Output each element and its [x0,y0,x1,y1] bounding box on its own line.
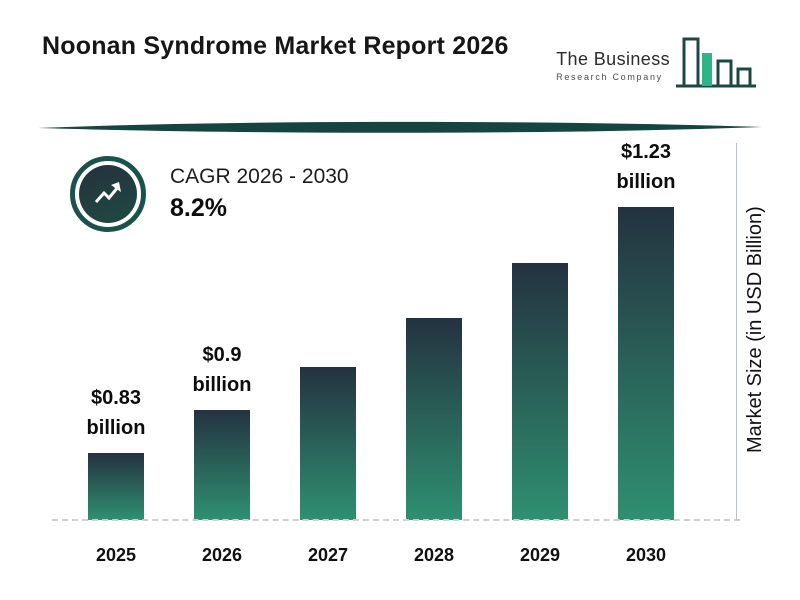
x-axis-label-2026: 2026 [201,545,243,565]
growth-trend-icon [70,156,146,232]
bar-2030 [618,207,674,520]
bar-column-2030: $1.23 billion 2030 [617,140,676,565]
logo-barchart-icon [676,37,756,88]
cagr-text: CAGR 2026 - 2030 8.2% [170,165,349,223]
divider-line [38,121,762,133]
x-axis-label-2025: 2025 [95,545,137,565]
x-axis-label-2030: 2030 [625,545,667,565]
x-axis-label-2028: 2028 [413,545,455,565]
bar-column-2025: $0.83 billion 2025 [87,140,146,565]
company-logo-text: The Business Research Company [556,49,670,82]
page-title: Noonan Syndrome Market Report 2026 [42,32,509,60]
chart-baseline [52,519,740,521]
bar-column-2027: 2027 [300,140,356,565]
y-axis-label: Market Size (in USD Billion) [744,206,766,454]
bars-area: $0.83 billion 2025 $0.9 billion 2026 2027 2028 2… [87,140,676,565]
bar-2025 [88,453,144,520]
cagr-block: CAGR 2026 - 2030 8.2% [70,156,349,232]
logo-name: The Business [556,49,670,69]
bar-2028 [406,318,462,520]
x-axis-label-2027: 2027 [307,545,349,565]
bar-2026 [194,410,250,520]
y-axis-line [736,143,737,520]
growth-trend-icon-inner [79,165,137,223]
bar-2029 [512,263,568,520]
bar-column-2028: 2028 [406,140,462,565]
bar-value-label-2025: $0.83 billion [86,387,146,439]
bar-value-label-2026: $0.9 billion [192,344,252,396]
bar-2027 [300,367,356,520]
x-axis-label-2029: 2029 [519,545,561,565]
bar-column-2029: 2029 [512,140,568,565]
bar-value-label-2030: $1.23 billion [616,141,676,193]
bar-column-2026: $0.9 billion 2026 [193,140,252,565]
cagr-label: CAGR 2026 - 2030 [170,165,349,188]
cagr-value: 8.2% [170,194,227,222]
company-logo: The Business Research Company [556,34,758,98]
logo-subname: Research Company [556,71,663,82]
